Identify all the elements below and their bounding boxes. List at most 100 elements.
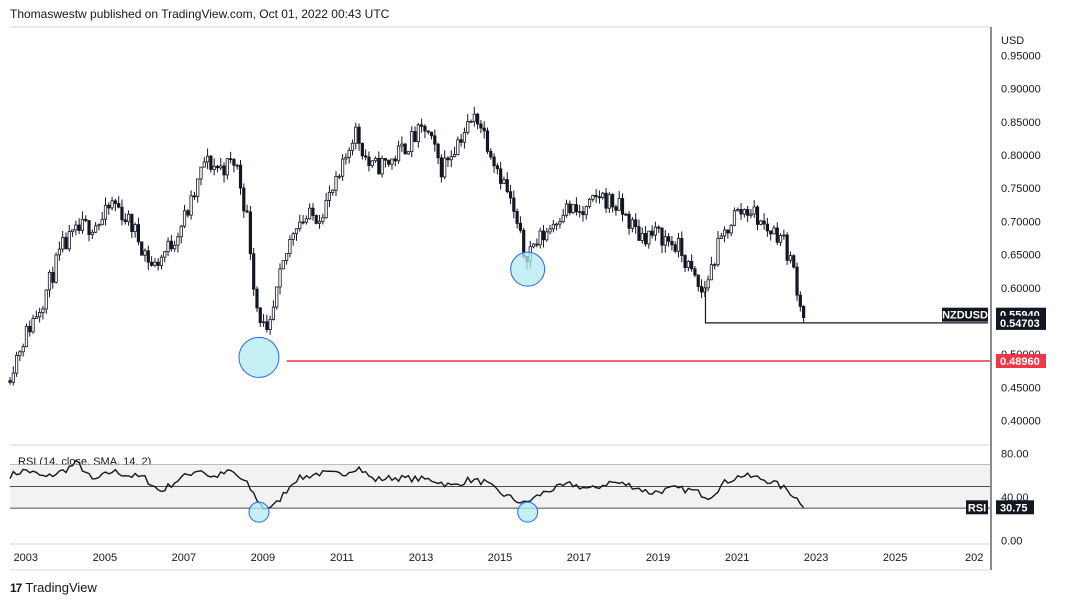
- candle-body: [159, 256, 164, 266]
- price-tick-label: 0.80000: [1001, 150, 1041, 162]
- candle-body: [373, 157, 378, 162]
- candle-body: [604, 192, 608, 209]
- price-tick-label: 0.40000: [1001, 415, 1041, 427]
- highlight-circle: [510, 251, 546, 287]
- candle-body: [732, 210, 737, 226]
- candle-body: [729, 224, 733, 234]
- tradingview-logo: 17: [10, 580, 22, 595]
- level-price-badge: [996, 315, 1046, 330]
- candle-body: [462, 132, 467, 143]
- rsi-badge-label: RSI: [968, 502, 986, 514]
- candle-body: [238, 164, 243, 189]
- candle-body: [163, 251, 167, 258]
- candle-body: [288, 239, 292, 255]
- candle-body: [80, 218, 85, 231]
- candle-body: [87, 220, 91, 236]
- candle-body: [439, 157, 443, 178]
- candle-body: [327, 191, 332, 201]
- candle-body: [196, 178, 200, 197]
- candle-body: [485, 130, 490, 152]
- time-tick-label: 2015: [488, 552, 512, 564]
- candle-body: [377, 157, 381, 175]
- candle-body: [676, 238, 681, 252]
- candle-body: [410, 131, 414, 153]
- candle-body: [502, 179, 506, 184]
- candle-body: [133, 224, 137, 233]
- candle-body: [176, 236, 180, 246]
- candle-body: [337, 175, 341, 178]
- red-level-badge: [996, 354, 1046, 369]
- candle-body: [541, 230, 546, 241]
- candle-body: [719, 235, 723, 239]
- candle-body: [11, 372, 15, 383]
- candle-body: [146, 250, 150, 263]
- candle-body: [459, 139, 463, 143]
- candle-body: [314, 215, 318, 224]
- candle-body: [202, 161, 206, 168]
- candle-body: [331, 189, 335, 193]
- tradingview-footer[interactable]: 17 TradingView: [10, 580, 97, 595]
- candle-body: [535, 243, 539, 246]
- candle-body: [788, 255, 793, 261]
- candle-body: [706, 279, 710, 289]
- candle-body: [77, 224, 81, 231]
- price-tick-label: 0.60000: [1001, 283, 1041, 295]
- candle-body: [271, 306, 276, 320]
- price-tick-label: 0.65000: [1001, 250, 1041, 262]
- candle-body: [383, 158, 388, 161]
- candle-body: [693, 268, 697, 276]
- price-tick-label: 0.70000: [1001, 216, 1041, 228]
- candle-body: [192, 195, 197, 198]
- candle-body: [472, 113, 476, 122]
- candle-body: [680, 238, 684, 256]
- candle-body: [156, 261, 160, 266]
- candle-body: [762, 220, 766, 225]
- candle-body: [782, 234, 786, 237]
- candle-body: [94, 225, 98, 233]
- candle-body: [103, 204, 108, 220]
- candle-body: [518, 223, 523, 231]
- candle-body: [775, 227, 779, 243]
- candle-body: [311, 207, 315, 216]
- candle-body: [802, 306, 806, 319]
- candle-body: [47, 272, 52, 291]
- symbol-badge-label: NZDUSD: [942, 310, 988, 322]
- price-tick-label: 0.95000: [1001, 51, 1041, 63]
- candle-body: [657, 226, 661, 229]
- candle-body: [584, 206, 588, 216]
- publisher-header: Thomaswestw published on TradingView.com…: [10, 7, 390, 21]
- time-tick-label: 2023: [804, 552, 828, 564]
- candle-body: [41, 308, 45, 313]
- candle-body: [258, 307, 262, 323]
- candle-body: [564, 203, 569, 216]
- candle-body: [350, 142, 355, 151]
- candle-body: [640, 233, 644, 241]
- time-tick-label: 2007: [172, 552, 196, 564]
- candle-body: [136, 224, 141, 243]
- candle-body: [673, 244, 677, 252]
- candle-body: [360, 142, 364, 157]
- candle-body: [512, 197, 516, 212]
- candle-body: [173, 244, 177, 250]
- candle-body: [97, 224, 101, 227]
- candle-body: [54, 254, 58, 283]
- candle-body: [739, 209, 743, 215]
- candle-body: [21, 346, 25, 353]
- candle-body: [713, 264, 717, 267]
- candle-body: [581, 211, 585, 216]
- candle-body: [755, 206, 760, 225]
- time-tick-label: 202: [965, 552, 983, 564]
- candle-body: [627, 213, 631, 229]
- candle-body: [452, 154, 457, 158]
- rsi-line: [9, 459, 805, 510]
- candle-body: [357, 126, 361, 144]
- candle-body: [44, 289, 48, 310]
- candle-body: [561, 214, 565, 223]
- candle-body: [792, 255, 796, 268]
- candle-body: [634, 219, 638, 228]
- candle-body: [611, 194, 615, 208]
- candle-body: [433, 135, 437, 145]
- candle-body: [746, 208, 750, 216]
- candle-body: [601, 192, 605, 199]
